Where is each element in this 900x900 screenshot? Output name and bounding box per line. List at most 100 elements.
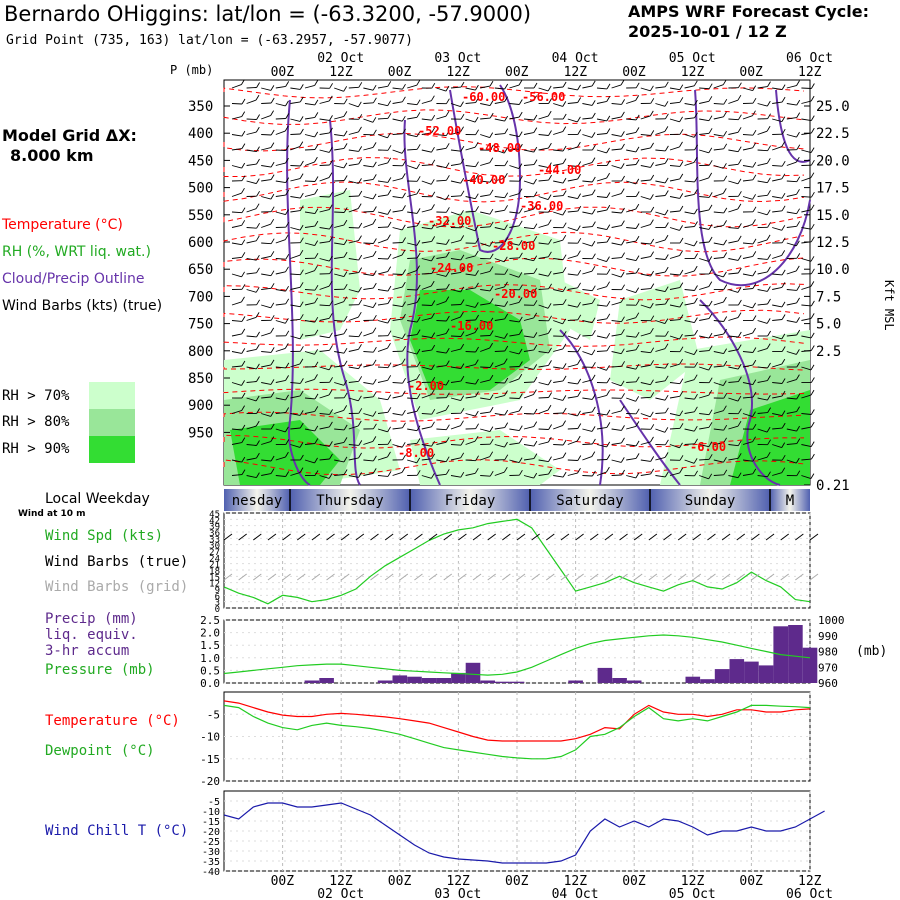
wind-barb-flag (664, 209, 669, 216)
wind-barb-flag (766, 234, 771, 241)
wind-barb-flag (256, 376, 260, 382)
precip-bar (714, 669, 730, 683)
wind-barb (334, 87, 344, 92)
wind-barb (611, 301, 622, 306)
height-tick-label: 25.0 (816, 99, 850, 115)
wind-barb-flag (650, 162, 654, 168)
wind-barb-flag (358, 286, 362, 293)
wind-barb-flag (518, 188, 523, 194)
surface-wind-barb (428, 533, 438, 541)
wind-barb (436, 409, 447, 414)
wind-barb-flag (387, 471, 392, 477)
wind-barb-flag (664, 286, 669, 292)
wind-barb-flag (299, 358, 304, 365)
wind-barb (626, 99, 636, 104)
wind-barb-flag (533, 191, 538, 197)
isotherm-label: -24.00 (430, 261, 473, 275)
wind-barb-flag (255, 126, 260, 133)
cloud-outline (699, 299, 781, 486)
wind-barb-flag (343, 456, 348, 463)
wind-barb (231, 148, 242, 151)
wind-barb-flag (738, 114, 742, 120)
wind-barb-flag (256, 452, 260, 459)
wind-barb (772, 210, 783, 213)
wind-barb-flag (547, 110, 552, 117)
wind-barb-flag (446, 207, 450, 213)
wind-barb (348, 335, 359, 338)
wind-barb (626, 475, 637, 479)
wind-barb-flag (519, 252, 523, 259)
isotherm-label: -44.00 (538, 163, 581, 177)
wind-barb (669, 395, 680, 399)
wind-barb-flag (314, 438, 319, 444)
wind-barb (728, 475, 739, 479)
wind-barb (290, 472, 301, 476)
wind-barb-flag (387, 407, 392, 413)
wind-barb-flag (489, 208, 494, 215)
wind-barb (742, 179, 753, 182)
wind-barb-flag (299, 442, 304, 448)
surface-wind-barb (721, 533, 731, 541)
wind-barb-flag (416, 265, 420, 271)
wind-barb-flag (635, 421, 640, 427)
wind-barb-flag (723, 392, 728, 399)
wind-barb (611, 103, 622, 105)
wind-barb-flag (577, 161, 582, 167)
wind-barb (465, 332, 476, 337)
wind-barb (742, 255, 753, 259)
wind-barb-flag (446, 98, 450, 104)
wind-barb (363, 351, 374, 353)
wind-barb (348, 289, 359, 293)
wind-barb-flag (372, 218, 377, 225)
wind-barb-flag (474, 410, 479, 417)
wind-barb-flag (533, 82, 538, 89)
wind-barb-flag (752, 359, 757, 366)
wind-barb-flag (241, 162, 246, 169)
windchill-ytick-label: -25 (202, 837, 220, 848)
wind-barb (801, 317, 812, 321)
wind-barb-flag (679, 269, 684, 276)
grid-wind-barb (428, 573, 438, 581)
wind-barb (713, 242, 724, 246)
wind-barb-flag (241, 284, 246, 290)
grid-wind-barb (545, 573, 555, 581)
wind-barb-flag (796, 99, 801, 106)
wind-barb (261, 165, 272, 168)
wind-barb-flag (796, 297, 800, 304)
wind-barb (582, 270, 593, 275)
wind-barb (509, 366, 520, 368)
wind-barb-flag (401, 173, 406, 179)
wind-barb (786, 443, 797, 445)
wind-barb-flag (373, 206, 377, 212)
grid-wind-barb (502, 573, 511, 581)
wind-barb-flag (781, 314, 786, 320)
wind-barb (436, 473, 447, 476)
wind-barb-flag (591, 394, 596, 400)
wind-barb-flag (650, 327, 654, 334)
wind-barb (655, 211, 666, 216)
wind-barb (421, 349, 432, 352)
legend-rh90-label: RH > 90% (2, 441, 70, 457)
wind-ytick-label: 45 (209, 510, 220, 520)
wind-barb-flag (255, 235, 260, 242)
grid-wind-barb (238, 573, 247, 581)
wind-barb (699, 132, 710, 135)
wind-barb (480, 289, 491, 292)
wind-barb-flag (796, 144, 801, 150)
wind-barb (640, 473, 651, 476)
wind-barb-flag (489, 406, 494, 413)
wind-barb-flag (519, 284, 523, 291)
wind-barb-flag (299, 141, 304, 147)
wind-barb-flag (650, 468, 655, 475)
wind-barb-flag (635, 472, 640, 479)
wind-barb-flag (270, 142, 275, 148)
wind-barb (377, 103, 388, 107)
wind-barb (436, 115, 447, 120)
wind-barb (304, 443, 315, 445)
wind-barb (684, 242, 695, 247)
wind-barb-flag (328, 172, 333, 178)
wind-barb-flag (635, 191, 640, 197)
wind-barb (596, 366, 607, 371)
wind-barb-flag (489, 221, 494, 228)
wind-barb (626, 317, 636, 321)
